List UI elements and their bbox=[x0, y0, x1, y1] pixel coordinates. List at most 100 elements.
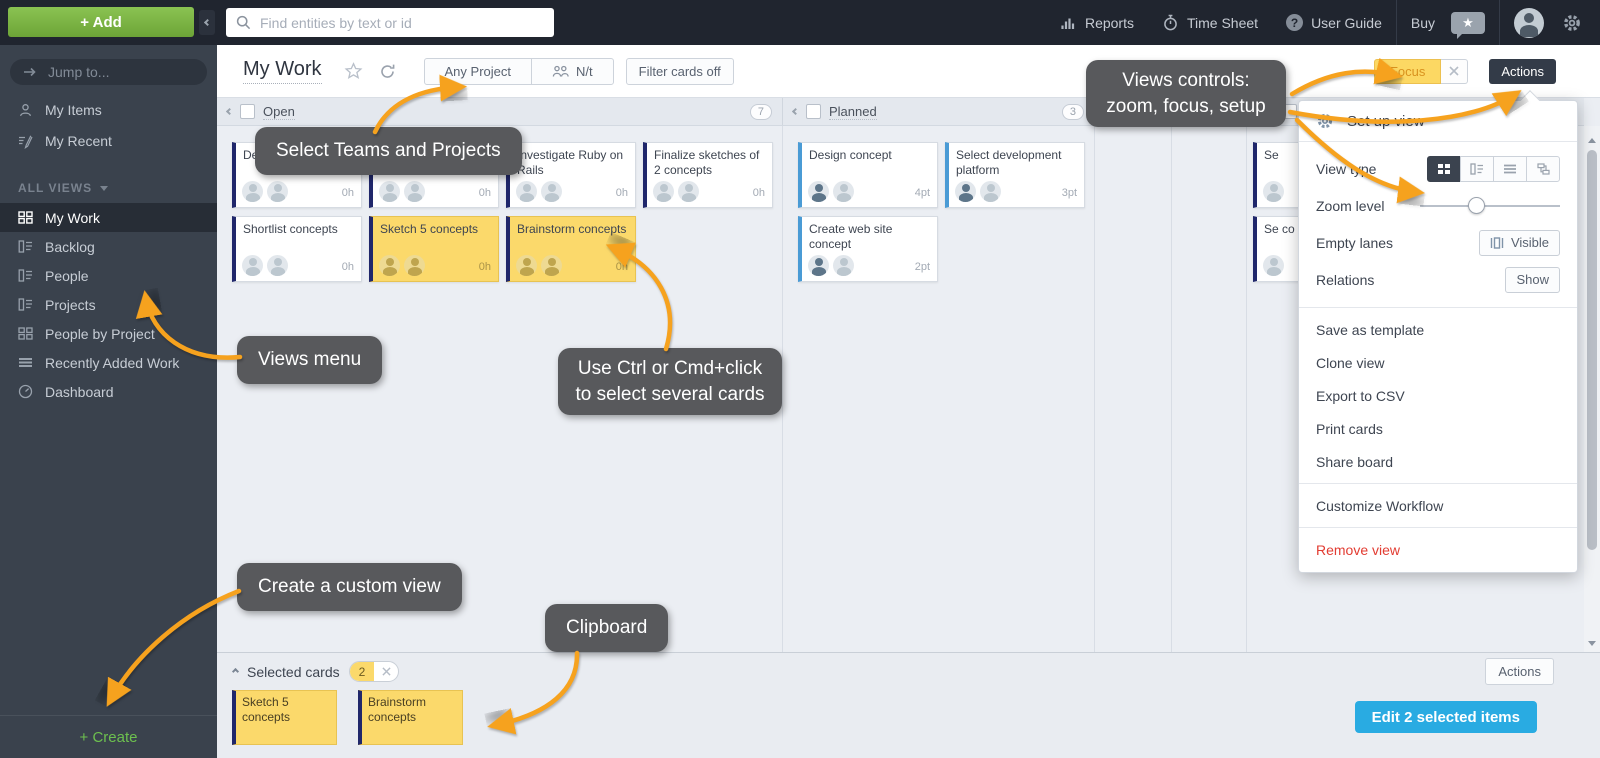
menu-item-save-as-template[interactable]: Save as template bbox=[1316, 321, 1425, 338]
focus-control: Focus bbox=[1373, 58, 1469, 84]
sidebar-view-people[interactable]: People bbox=[0, 261, 217, 290]
nav-reports[interactable]: Reports bbox=[1047, 0, 1148, 45]
card[interactable]: Shortlist concepts 0h bbox=[232, 216, 362, 282]
card[interactable]: Design concept 4pt bbox=[798, 142, 938, 208]
view-type-board-button[interactable] bbox=[1427, 155, 1461, 182]
team-icon bbox=[552, 65, 569, 77]
nav-buy[interactable]: Buy ★ bbox=[1397, 0, 1499, 45]
refresh-button[interactable] bbox=[379, 63, 396, 80]
empty-lanes-toggle[interactable]: Visible bbox=[1478, 229, 1560, 256]
edit-selected-button[interactable]: Edit 2 selected items bbox=[1354, 701, 1537, 733]
team-selector[interactable]: N/t bbox=[531, 57, 614, 85]
lanes-icon bbox=[1490, 236, 1504, 249]
assignee-avatar bbox=[1263, 255, 1284, 276]
jump-to-button[interactable]: Jump to... bbox=[10, 59, 207, 85]
assignee-avatar bbox=[516, 181, 537, 202]
column-header-open[interactable]: Open 7 bbox=[217, 98, 783, 125]
select-all-checkbox[interactable] bbox=[806, 104, 821, 119]
collapse-column-icon[interactable] bbox=[791, 107, 800, 116]
nav-settings[interactable] bbox=[1558, 0, 1600, 45]
sidebar-view-dashboard[interactable]: Dashboard bbox=[0, 377, 217, 406]
setup-view-menu: Set up view View type Zoom level bbox=[1298, 90, 1578, 573]
sidebar-view-backlog[interactable]: Backlog bbox=[0, 232, 217, 261]
card[interactable]: Create web site concept 2pt bbox=[798, 216, 938, 282]
scroll-down-button[interactable] bbox=[1584, 636, 1600, 652]
sidebar-item-my-items[interactable]: My Items bbox=[0, 95, 217, 125]
card[interactable]: Investigate Ruby on Rails 0h bbox=[506, 142, 636, 208]
collapse-panel-icon[interactable] bbox=[231, 667, 240, 676]
board-view-icon bbox=[1438, 163, 1450, 174]
assignee-avatar bbox=[980, 181, 1001, 202]
selected-card[interactable]: Sketch 5 concepts bbox=[232, 690, 337, 745]
effort-label: 0h bbox=[615, 261, 628, 274]
effort-label: 3pt bbox=[1061, 187, 1077, 200]
card[interactable]: Finalize sketches of 2 concepts 0h bbox=[643, 142, 773, 208]
collapse-column-icon[interactable] bbox=[225, 107, 234, 116]
nav-time-sheet[interactable]: Time Sheet bbox=[1148, 0, 1272, 45]
person-icon bbox=[19, 103, 32, 116]
relations-toggle[interactable]: Show bbox=[1505, 266, 1560, 293]
assignee-avatar bbox=[653, 181, 674, 202]
assignee-avatar bbox=[404, 255, 425, 276]
zoom-level-row: Zoom level bbox=[1299, 187, 1577, 224]
view-actions-button[interactable]: Actions bbox=[1489, 58, 1556, 84]
favorite-button[interactable] bbox=[344, 62, 363, 80]
selected-count-badge: 2 bbox=[348, 661, 400, 682]
page-title[interactable]: My Work bbox=[243, 58, 322, 84]
pencil-icon bbox=[19, 135, 33, 149]
assignee-avatar bbox=[833, 181, 854, 202]
menu-item-share-board[interactable]: Share board bbox=[1316, 453, 1394, 470]
create-button[interactable]: + Create bbox=[0, 715, 217, 758]
menu-item-print-cards[interactable]: Print cards bbox=[1316, 420, 1383, 437]
column-header-planned[interactable]: Planned 3 bbox=[783, 98, 1095, 125]
focus-close-button[interactable] bbox=[1441, 58, 1469, 84]
add-button[interactable]: + Add bbox=[8, 7, 194, 37]
sidebar-collapse-button[interactable] bbox=[199, 10, 215, 35]
menu-item-customize-workflow[interactable]: Customize Workflow bbox=[1316, 497, 1444, 514]
menu-item-export-to-csv[interactable]: Export to CSV bbox=[1316, 387, 1405, 404]
menu-divider bbox=[1299, 483, 1577, 484]
scroll-up-button[interactable] bbox=[1584, 132, 1600, 148]
filter-cards-button[interactable]: Filter cards off bbox=[625, 57, 734, 85]
project-selector[interactable]: Any Project bbox=[423, 57, 532, 85]
nav-profile[interactable] bbox=[1500, 0, 1558, 45]
top-nav: Reports Time Sheet ? User Guide Buy ★ bbox=[1047, 0, 1600, 45]
sidebar-view-recently-added-work[interactable]: Recently Added Work bbox=[0, 348, 217, 377]
focus-button[interactable]: Focus bbox=[1373, 58, 1442, 84]
sidebar-view-people-by-project[interactable]: People by Project bbox=[0, 319, 217, 348]
nav-user-guide[interactable]: ? User Guide bbox=[1272, 0, 1396, 45]
all-views-section[interactable]: ALL VIEWS bbox=[18, 181, 217, 195]
slider-thumb[interactable] bbox=[1468, 196, 1485, 214]
assignee-avatar bbox=[242, 255, 263, 276]
card-selected[interactable]: Brainstorm concepts 0h bbox=[506, 216, 636, 282]
select-all-checkbox[interactable] bbox=[240, 104, 255, 119]
sidebar-item-my-recent[interactable]: My Recent bbox=[0, 126, 217, 156]
sidebar-view-projects[interactable]: Projects bbox=[0, 290, 217, 319]
view-type-timeline-button[interactable] bbox=[1526, 155, 1560, 182]
sidebar-view-my-work[interactable]: My Work bbox=[0, 203, 217, 232]
menu-item-remove-view[interactable]: Remove view bbox=[1316, 541, 1401, 558]
list-icon bbox=[18, 269, 32, 282]
card-selected[interactable]: Sketch 5 concepts 0h bbox=[369, 216, 499, 282]
selection-actions-button[interactable]: Actions bbox=[1485, 658, 1554, 685]
board-icon bbox=[18, 327, 33, 340]
rows-icon bbox=[19, 358, 32, 367]
empty-lanes-row: Empty lanes Visible bbox=[1299, 224, 1577, 261]
vertical-scrollbar[interactable] bbox=[1584, 126, 1600, 652]
menu-item-clone-view[interactable]: Clone view bbox=[1316, 354, 1385, 371]
triangle-down-icon bbox=[1588, 641, 1596, 650]
lane-in-test bbox=[1172, 126, 1247, 652]
selected-card[interactable]: Brainstorm concepts bbox=[358, 690, 463, 745]
setup-view-header: Set up view bbox=[1299, 101, 1577, 142]
zoom-slider[interactable] bbox=[1420, 196, 1560, 215]
clear-selection-button[interactable] bbox=[374, 662, 398, 681]
card[interactable]: Select development platform 3pt bbox=[945, 142, 1085, 208]
assignee-avatar bbox=[516, 255, 537, 276]
close-icon bbox=[1449, 66, 1459, 76]
effort-label: 0h bbox=[752, 187, 765, 200]
view-type-list-button[interactable] bbox=[1493, 155, 1527, 182]
scrollbar-thumb[interactable] bbox=[1587, 150, 1597, 550]
view-type-detail-button[interactable] bbox=[1460, 155, 1494, 182]
search-box[interactable] bbox=[226, 8, 554, 37]
search-input[interactable] bbox=[260, 14, 544, 31]
